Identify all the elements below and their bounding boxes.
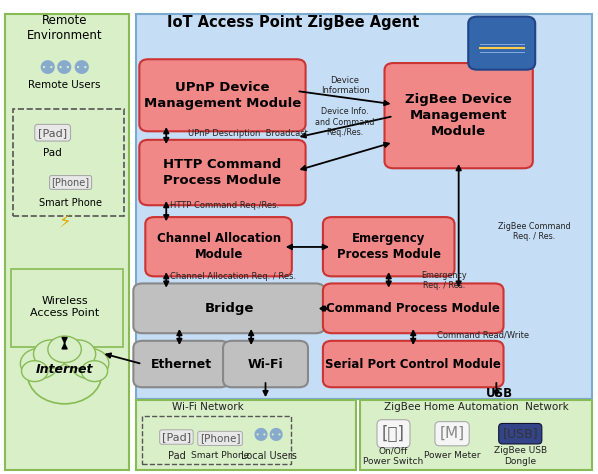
Text: [⏻]: [⏻] — [382, 425, 405, 443]
Circle shape — [60, 340, 96, 368]
Circle shape — [28, 345, 102, 404]
Text: Ethernet: Ethernet — [151, 357, 212, 371]
Text: HTTP Command
Process Module: HTTP Command Process Module — [163, 158, 282, 187]
Text: ZigBee Home Automation  Network: ZigBee Home Automation Network — [384, 401, 568, 412]
Bar — [136, 400, 356, 470]
Circle shape — [33, 340, 69, 368]
Text: Device
Information: Device Information — [321, 76, 370, 95]
Bar — [5, 14, 129, 470]
Circle shape — [20, 348, 59, 379]
Bar — [11, 269, 123, 347]
Text: [Phone]: [Phone] — [200, 433, 240, 444]
Text: Pad: Pad — [43, 147, 62, 158]
Bar — [13, 109, 124, 216]
Text: Wireless
Access Point: Wireless Access Point — [30, 296, 99, 318]
Text: Smart Phone: Smart Phone — [191, 452, 249, 460]
Text: Emergency
Process Module: Emergency Process Module — [337, 232, 441, 261]
Text: [USB]: [USB] — [502, 427, 538, 440]
FancyBboxPatch shape — [139, 140, 306, 205]
Bar — [360, 400, 592, 470]
Text: Power Meter: Power Meter — [424, 452, 480, 460]
Text: On/Off
Power Switch: On/Off Power Switch — [364, 447, 423, 465]
Text: USB: USB — [486, 387, 514, 400]
Text: Channel Allocation Req. / Res.: Channel Allocation Req. / Res. — [170, 273, 297, 281]
Text: [M]: [M] — [440, 426, 465, 441]
Text: Channel Allocation
Module: Channel Allocation Module — [157, 232, 280, 261]
Bar — [136, 14, 592, 399]
Text: UPnP Description  Broadcast: UPnP Description Broadcast — [188, 129, 308, 138]
FancyBboxPatch shape — [385, 63, 533, 168]
Text: Local Users: Local Users — [241, 451, 297, 461]
Text: Command Process Module: Command Process Module — [327, 302, 500, 315]
Text: ⚉⚉: ⚉⚉ — [253, 427, 285, 445]
Text: ⚉⚉⚉: ⚉⚉⚉ — [38, 59, 91, 78]
Text: Pad: Pad — [167, 451, 185, 461]
Text: ZigBee USB
Dongle: ZigBee USB Dongle — [494, 447, 547, 465]
Text: Command Read/Write: Command Read/Write — [437, 330, 529, 339]
Text: [Pad]: [Pad] — [38, 128, 67, 138]
Bar — [142, 416, 291, 464]
Text: Internet: Internet — [36, 363, 93, 376]
Text: IoT Access Point ZigBee Agent: IoT Access Point ZigBee Agent — [167, 15, 419, 30]
Text: Remote
Environment: Remote Environment — [27, 14, 102, 43]
Text: UPnP Device
Management Module: UPnP Device Management Module — [144, 81, 301, 110]
FancyBboxPatch shape — [139, 59, 306, 131]
Circle shape — [81, 361, 108, 382]
FancyBboxPatch shape — [133, 341, 229, 387]
Text: ZigBee Device
Management
Module: ZigBee Device Management Module — [405, 93, 512, 138]
Text: Device Info.
and Command
Req./Res.: Device Info. and Command Req./Res. — [315, 108, 375, 137]
Text: [Phone]: [Phone] — [51, 177, 90, 188]
FancyBboxPatch shape — [323, 217, 454, 276]
Text: Emergency
Req. / Res.: Emergency Req. / Res. — [422, 271, 467, 290]
Text: Wi-Fi: Wi-Fi — [248, 357, 283, 371]
Text: Serial Port Control Module: Serial Port Control Module — [325, 357, 501, 371]
Text: Smart Phone: Smart Phone — [39, 198, 102, 208]
FancyBboxPatch shape — [468, 17, 535, 70]
Text: HTTP Command Req./Res.: HTTP Command Req./Res. — [170, 201, 279, 210]
Circle shape — [48, 336, 81, 363]
Circle shape — [22, 361, 48, 382]
FancyBboxPatch shape — [133, 283, 325, 333]
Text: ZigBee Command
Req. / Res.: ZigBee Command Req. / Res. — [498, 222, 570, 241]
FancyBboxPatch shape — [145, 217, 292, 276]
Text: Wi-Fi Network: Wi-Fi Network — [172, 401, 244, 412]
FancyBboxPatch shape — [323, 341, 504, 387]
Text: ⚡: ⚡ — [58, 214, 71, 232]
Circle shape — [71, 348, 109, 379]
Text: Bridge: Bridge — [205, 302, 254, 315]
Text: [Pad]: [Pad] — [162, 432, 191, 442]
Text: Remote Users: Remote Users — [28, 80, 101, 91]
FancyBboxPatch shape — [323, 283, 504, 333]
FancyBboxPatch shape — [223, 341, 308, 387]
